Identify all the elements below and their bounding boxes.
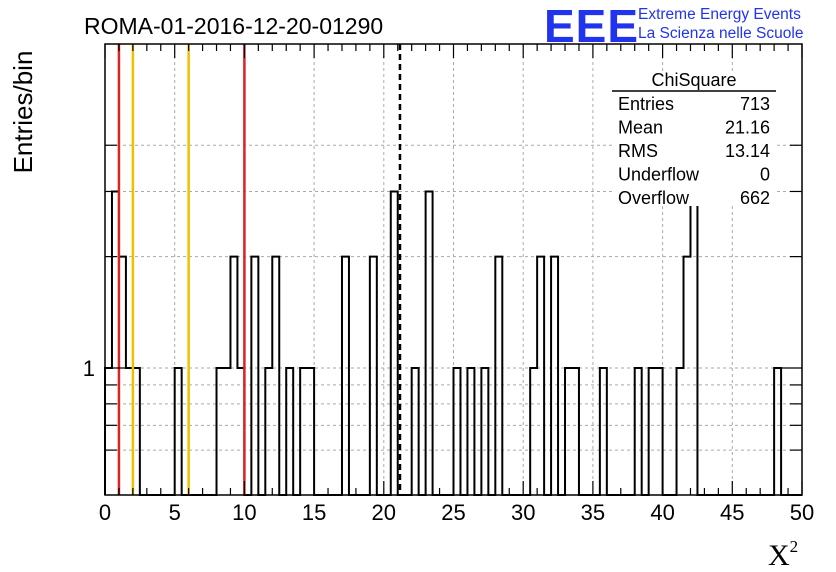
- stats-label: Overflow: [618, 188, 690, 208]
- histogram-bin: [300, 368, 307, 495]
- histogram-bin: [774, 368, 781, 495]
- histogram-bin: [677, 368, 684, 495]
- histogram-bin: [272, 257, 279, 495]
- x-tick-label: 35: [581, 500, 605, 525]
- x-tick-label: 25: [441, 500, 465, 525]
- logo-line-2: La Scienza nelle Scuole: [638, 25, 803, 42]
- x-axis-label: X2: [768, 537, 798, 572]
- histogram-bin: [265, 368, 272, 495]
- histogram-bin: [412, 368, 419, 495]
- x-tick-label: 15: [302, 500, 326, 525]
- reference-lines: [117, 44, 402, 495]
- histogram-bin: [656, 368, 663, 495]
- stats-label: Underflow: [618, 165, 700, 185]
- histogram-bin: [105, 368, 112, 495]
- axes: 0 5 10 15 20 25 30 35 40 45 50 1: [83, 43, 814, 525]
- histogram-bin: [565, 368, 572, 495]
- histogram-bin: [370, 257, 377, 495]
- histogram-bin: [175, 368, 182, 495]
- histogram-bin: [530, 368, 537, 495]
- histogram-bin: [217, 368, 224, 495]
- x-tick-label: 30: [511, 500, 535, 525]
- x-tick-label: 20: [372, 500, 396, 525]
- histogram-bin: [286, 368, 293, 495]
- stats-box-title: ChiSquare: [651, 70, 736, 90]
- stats-box-background: [612, 72, 776, 206]
- stats-value: 21.16: [725, 118, 770, 138]
- histogram-bin: [426, 191, 433, 495]
- stats-box: ChiSquare Entries 713 Mean 21.16 RMS 13.14 Und…: [612, 70, 776, 208]
- x-tick-label: 40: [650, 500, 674, 525]
- histogram-bin: [551, 257, 558, 495]
- histogram-bin: [600, 368, 607, 495]
- histogram-bin: [495, 257, 502, 495]
- histogram-bin: [454, 368, 461, 495]
- stats-label: RMS: [618, 141, 658, 161]
- y-tick-label: 1: [83, 356, 95, 381]
- histogram-bin: [690, 191, 697, 495]
- histogram-bin: [537, 257, 544, 495]
- chart-title: ROMA-01-2016-12-20-01290: [84, 13, 383, 39]
- logo-line-1: Extreme Energy Events: [638, 6, 801, 23]
- x-axis-label-superscript: 2: [790, 537, 799, 556]
- histogram-bin: [572, 368, 579, 495]
- histogram-bin: [251, 257, 258, 495]
- x-tick-label: 45: [720, 500, 744, 525]
- stats-value: 662: [740, 188, 770, 208]
- histogram-bin: [467, 368, 474, 495]
- stats-rows: Entries 713 Mean 21.16 RMS 13.14 Underflow 0 Ove…: [618, 94, 770, 208]
- x-tick-label: 0: [99, 500, 111, 525]
- stats-value: 713: [740, 94, 770, 114]
- histogram-bin: [230, 257, 237, 495]
- histogram-bin: [635, 368, 642, 495]
- stats-label: Mean: [618, 118, 663, 138]
- histogram-bin: [391, 191, 398, 495]
- histogram-bin: [223, 368, 230, 495]
- x-axis-label-base: X: [768, 539, 790, 572]
- histogram-bin: [307, 368, 314, 495]
- stats-label: Entries: [618, 94, 674, 114]
- x-tick-label: 5: [169, 500, 181, 525]
- x-tick-label: 50: [790, 500, 814, 525]
- x-tick-label: 10: [232, 500, 256, 525]
- histogram-bin: [481, 368, 488, 495]
- histogram-bin: [649, 368, 656, 495]
- stats-value: 13.14: [725, 141, 770, 161]
- eee-logo-mark: EEE: [544, 0, 639, 52]
- eee-logo: EEE Extreme Energy Events La Scienza nel…: [544, 0, 803, 52]
- y-axis-label: Entries/bin: [8, 51, 38, 174]
- stats-value: 0: [760, 165, 770, 185]
- histogram-bin: [684, 257, 691, 495]
- histogram-bin: [342, 257, 349, 495]
